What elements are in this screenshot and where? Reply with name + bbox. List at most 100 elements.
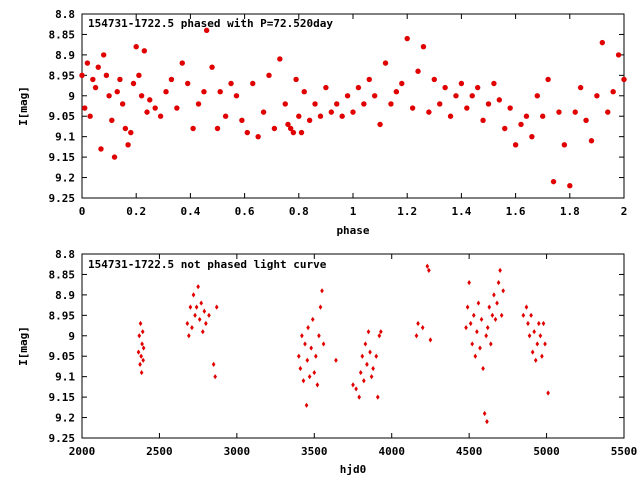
data-point — [371, 93, 378, 99]
data-point — [334, 357, 338, 363]
data-point — [534, 93, 540, 99]
data-point — [358, 369, 363, 376]
data-point — [211, 361, 216, 367]
chart-title: 154731-1722.5 phased with P=72.520day — [88, 17, 333, 30]
data-series — [136, 263, 550, 425]
data-point — [354, 386, 358, 392]
data-point — [128, 129, 134, 136]
data-point — [296, 113, 302, 119]
data-point — [201, 88, 207, 95]
data-point — [599, 39, 606, 46]
data-point — [125, 142, 131, 148]
data-point — [453, 93, 459, 99]
data-point — [138, 93, 145, 99]
data-point — [318, 304, 323, 310]
data-point — [140, 329, 145, 335]
y-axis-label: I[mag] — [17, 326, 30, 366]
data-point — [526, 320, 530, 327]
data-point — [465, 304, 470, 310]
data-point — [103, 72, 110, 79]
data-point — [196, 284, 200, 290]
data-point — [473, 353, 478, 359]
data-point — [414, 333, 419, 339]
data-point — [188, 304, 193, 310]
data-point — [495, 300, 499, 306]
data-point — [179, 60, 185, 66]
data-series — [79, 27, 627, 189]
phased-light-curve-panel: 0 0.2 0.4 0.6 0.8 1 1.2 1.4 1.6 1.8 2 8.8 8.85 8.9 8.9… — [17, 8, 627, 237]
data-point — [339, 113, 345, 119]
data-point — [561, 142, 568, 148]
data-point — [109, 117, 115, 124]
data-point — [133, 44, 139, 50]
data-point — [543, 341, 547, 347]
data-point — [577, 84, 584, 91]
data-point — [200, 329, 205, 335]
data-point — [530, 349, 535, 355]
data-point — [277, 56, 283, 62]
data-point — [493, 316, 498, 323]
data-point — [546, 390, 550, 396]
data-point — [298, 129, 305, 136]
data-point — [203, 27, 210, 34]
data-point — [529, 312, 533, 318]
data-point — [141, 48, 148, 54]
data-point — [92, 84, 99, 91]
data-point — [437, 101, 443, 107]
data-point — [296, 353, 301, 359]
data-point — [363, 341, 368, 347]
y-tick-label: 9.05 — [49, 350, 76, 363]
y-tick-label: 9 — [68, 330, 75, 343]
data-point — [184, 80, 191, 87]
data-point — [305, 357, 310, 363]
data-point — [485, 325, 490, 331]
data-point — [309, 345, 314, 351]
data-point — [317, 113, 324, 119]
x-tick-label: 1.6 — [506, 205, 526, 218]
data-point — [222, 113, 229, 119]
data-point — [475, 329, 479, 335]
data-point — [117, 76, 123, 83]
data-point — [141, 357, 145, 363]
data-point — [399, 80, 405, 87]
data-point — [431, 76, 437, 83]
data-point — [137, 333, 142, 339]
data-point — [550, 178, 557, 185]
data-point — [357, 394, 362, 400]
data-point — [485, 419, 489, 425]
y-tick-label: 9.15 — [49, 391, 76, 404]
data-point — [537, 320, 541, 327]
data-point — [301, 378, 306, 384]
y-tick-label: 8.85 — [49, 28, 76, 41]
data-point — [476, 300, 481, 306]
data-point — [533, 357, 538, 363]
data-point — [498, 267, 502, 273]
data-point — [366, 329, 371, 335]
x-tick-label: 1 — [350, 205, 357, 218]
data-point — [82, 105, 88, 111]
data-point — [420, 325, 425, 331]
y-tick-label: 9.1 — [55, 371, 75, 384]
data-point — [136, 349, 141, 355]
data-point — [368, 349, 372, 355]
data-point — [610, 88, 616, 95]
y-tick-label: 9.25 — [49, 432, 76, 445]
x-tick-label: 2000 — [69, 445, 96, 458]
data-point — [420, 44, 427, 50]
data-point — [202, 308, 207, 314]
data-point — [303, 341, 307, 347]
x-tick-label: 2 — [621, 205, 628, 218]
data-point — [426, 109, 432, 115]
data-point — [287, 125, 294, 132]
data-point — [365, 361, 369, 367]
data-point — [207, 312, 211, 318]
data-point — [369, 374, 374, 380]
data-point — [187, 333, 191, 339]
data-point — [312, 369, 317, 376]
data-point — [310, 316, 315, 323]
data-point — [351, 382, 355, 388]
data-point — [209, 64, 215, 70]
x-tick-label: 3500 — [301, 445, 328, 458]
data-point — [362, 378, 366, 384]
data-point — [371, 365, 375, 372]
